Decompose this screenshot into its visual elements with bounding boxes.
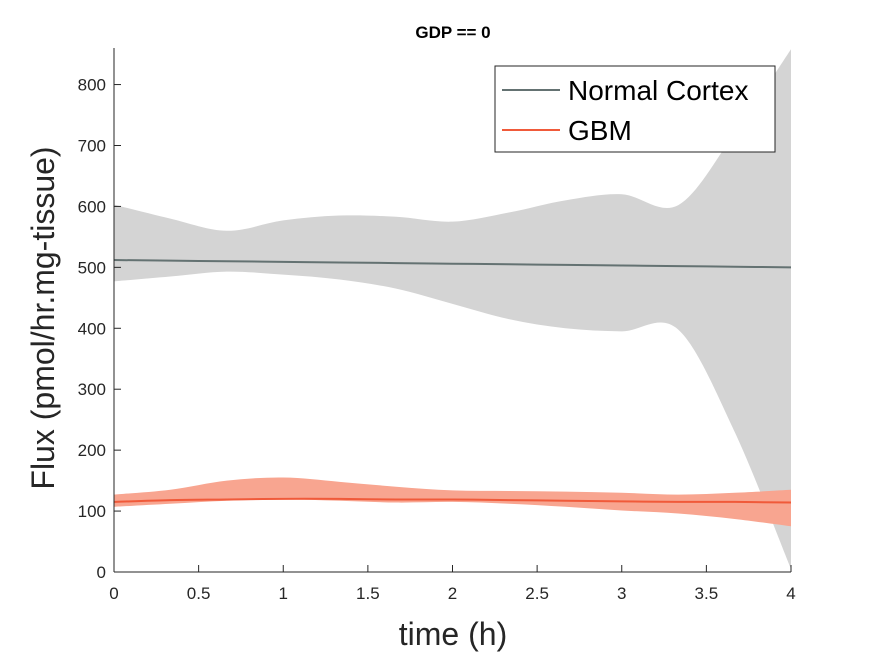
x-tick-label: 2.5	[525, 584, 549, 603]
x-tick-label: 0	[109, 584, 118, 603]
x-tick-label: 4	[786, 584, 795, 603]
y-tick-label: 200	[78, 441, 106, 460]
chart-title: GDP == 0	[415, 23, 490, 42]
legend-box	[494, 65, 776, 153]
x-tick-label: 0.5	[187, 584, 211, 603]
y-tick-label: 0	[97, 563, 106, 582]
y-tick-label: 500	[78, 258, 106, 277]
x-tick-label: 3.5	[695, 584, 719, 603]
legend: Normal Cortex GBM	[494, 65, 776, 153]
y-tick-label: 800	[78, 76, 106, 95]
y-tick-label: 600	[78, 197, 106, 216]
x-tick-label: 1	[279, 584, 288, 603]
x-tick-label: 2	[448, 584, 457, 603]
x-tick-label: 1.5	[356, 584, 380, 603]
confidence-band-gbm	[114, 477, 791, 527]
axes: 0 0.5 1 1.5 2 2.5 3 3.5 4 0 100 200 300 400 500 600 700 8…	[78, 48, 796, 603]
y-tick-label: 100	[78, 502, 106, 521]
y-tick-label: 300	[78, 380, 106, 399]
y-axis-label: Flux (pmol/hr.mg-tissue)	[25, 146, 61, 489]
x-tick-label: 3	[617, 584, 626, 603]
y-tick-label: 400	[78, 319, 106, 338]
legend-label-normal-cortex: Normal Cortex	[568, 75, 748, 106]
plot-area	[114, 49, 791, 569]
series-line-normal-cortex	[114, 259, 791, 269]
x-axis-label: time (h)	[399, 616, 507, 652]
confidence-band-normal-cortex	[114, 49, 791, 569]
legend-label-gbm: GBM	[568, 115, 632, 146]
series-line-gbm	[114, 497, 791, 504]
y-tick-label: 700	[78, 136, 106, 155]
